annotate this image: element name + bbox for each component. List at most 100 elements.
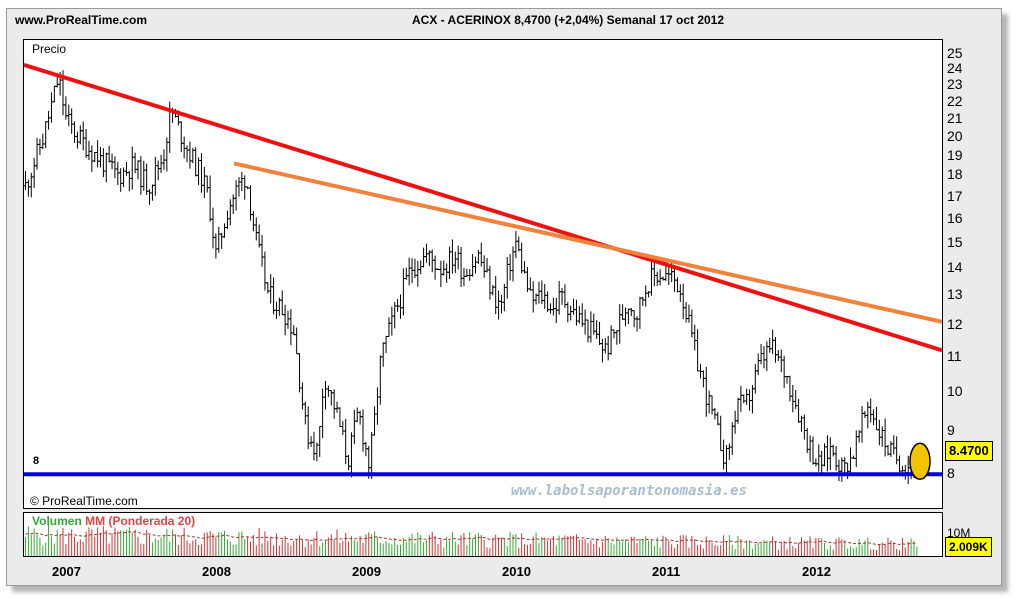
price-bar	[159, 154, 164, 173]
price-bar	[620, 304, 625, 320]
price-bar	[759, 343, 764, 365]
price-bar	[309, 436, 314, 447]
volume-mm-line	[25, 531, 917, 546]
price-bar	[891, 435, 896, 455]
price-bar	[836, 459, 841, 482]
last-price-badge: 8.4700	[945, 441, 993, 462]
price-bar	[317, 425, 322, 457]
price-bar	[326, 385, 331, 397]
time-axis-tick: 2007	[52, 564, 81, 579]
price-axis-tick: 24	[947, 60, 963, 77]
price-bar	[372, 406, 377, 436]
price-bar	[568, 305, 573, 321]
price-bar	[883, 418, 888, 457]
price-bar	[216, 226, 221, 253]
price-bar	[205, 175, 210, 193]
price-bar	[124, 161, 129, 176]
price-bar	[179, 121, 184, 153]
price-bar	[525, 266, 530, 293]
price-bar	[121, 167, 126, 188]
secondary-trend-line	[233, 161, 943, 324]
price-axis-tick: 11	[947, 347, 962, 364]
price-bar	[150, 184, 155, 201]
price-bar	[130, 146, 135, 190]
price-bar	[505, 256, 510, 299]
price-bar	[606, 335, 611, 361]
last-price-marker	[909, 442, 931, 480]
price-bar	[678, 284, 683, 302]
price-label: Precio	[32, 42, 67, 56]
price-bar	[202, 166, 207, 199]
price-bar	[476, 250, 481, 264]
trend-lines	[23, 63, 943, 477]
price-bar	[242, 175, 247, 200]
price-axis-tick: 22	[947, 92, 963, 109]
price-bar	[770, 329, 775, 355]
price-axis-tick: 18	[947, 166, 963, 183]
price-bar	[871, 409, 876, 426]
price-bar	[865, 401, 870, 429]
price-bar	[536, 281, 541, 304]
price-bar	[112, 156, 117, 179]
volume-axis-label: 10M	[947, 526, 971, 540]
price-bar	[741, 394, 746, 404]
volume-label: Volumen	[32, 514, 82, 528]
price-bar	[378, 355, 383, 405]
price-bar	[231, 194, 236, 215]
price-bar	[335, 401, 340, 413]
price-bar	[594, 320, 599, 339]
price-bar	[701, 370, 706, 388]
price-bar	[695, 329, 700, 372]
copyright-label: © ProRealTime.com	[30, 494, 138, 508]
price-axis-tick: 23	[947, 76, 963, 93]
price-bar	[257, 224, 262, 248]
price-bar	[118, 168, 123, 192]
price-bar	[658, 269, 663, 286]
price-axis-tick: 17	[947, 187, 963, 204]
volume-chart[interactable]	[24, 513, 942, 556]
price-bar	[470, 253, 475, 277]
price-bar	[531, 281, 536, 313]
price-bar	[404, 267, 409, 280]
price-bar	[32, 157, 37, 188]
price-bar	[597, 321, 602, 346]
price-bar	[571, 298, 576, 315]
price-bar	[715, 411, 720, 426]
price-bar	[877, 419, 882, 446]
price-bar	[652, 262, 657, 287]
volume-pane[interactable]: Volumen MM (Ponderada 20)	[23, 512, 943, 557]
site-url[interactable]: www.ProRealTime.com	[15, 13, 148, 27]
price-bar	[72, 121, 77, 143]
price-bar	[127, 171, 132, 192]
price-bar	[369, 432, 374, 479]
price-bar	[862, 410, 867, 419]
price-bar	[848, 447, 853, 474]
price-bar	[89, 145, 94, 172]
price-bar	[358, 410, 363, 425]
price-axis-tick: 10	[947, 383, 963, 400]
price-bar	[819, 450, 824, 476]
price-bar	[796, 398, 801, 423]
price-bar	[782, 355, 787, 388]
price-bar	[398, 294, 403, 319]
price-bar	[35, 137, 40, 170]
time-axis-tick: 2012	[802, 564, 831, 579]
price-bar	[686, 304, 691, 323]
price-bar	[744, 388, 749, 405]
price-axis-tick: 25	[947, 45, 963, 62]
price-bar	[248, 185, 253, 221]
price-bar	[337, 407, 342, 428]
volume-bars	[24, 524, 918, 556]
price-bar	[545, 291, 550, 313]
price-chart[interactable]: 8 www.labolsaporantonomasia.es © ProReal…	[23, 40, 943, 508]
price-pane[interactable]: 8 www.labolsaporantonomasia.es © ProReal…	[23, 39, 943, 509]
price-axis-tick: 14	[947, 259, 963, 276]
price-bar	[611, 329, 616, 339]
price-bar	[779, 349, 784, 373]
price-bar	[138, 156, 143, 195]
price-bar	[868, 398, 873, 423]
price-bar	[490, 285, 495, 296]
price-bar	[40, 133, 45, 149]
price-bar	[626, 308, 631, 325]
price-bar	[583, 309, 588, 335]
